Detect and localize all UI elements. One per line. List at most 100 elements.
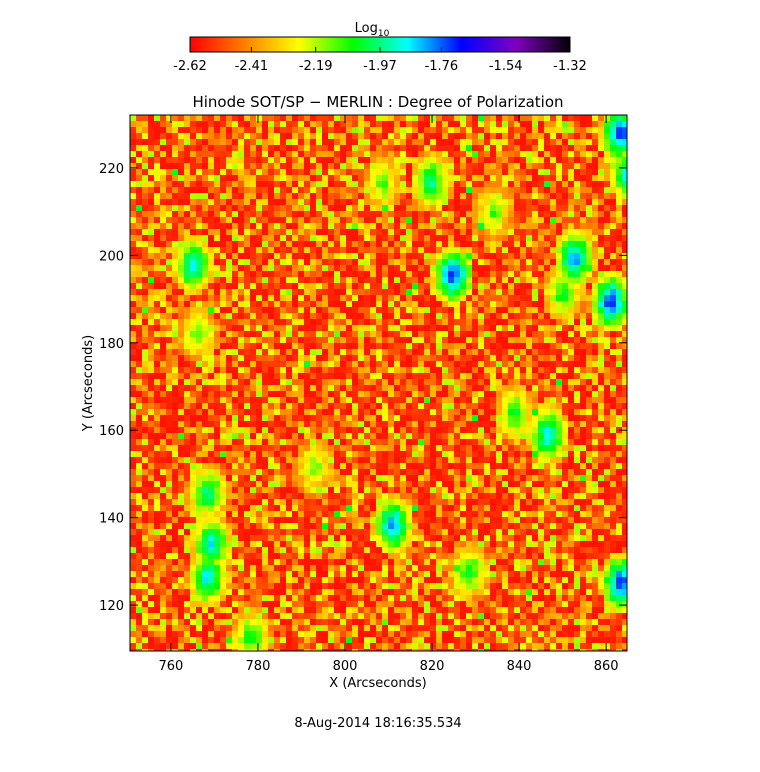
map-cell — [346, 187, 352, 193]
map-cell — [358, 205, 364, 211]
map-cell — [574, 385, 580, 391]
map-cell — [376, 349, 382, 355]
map-cell — [154, 133, 160, 139]
map-cell — [622, 175, 627, 181]
map-cell — [226, 439, 232, 445]
map-cell — [364, 211, 370, 217]
map-cell — [334, 121, 340, 127]
map-cell — [316, 463, 322, 469]
map-cell — [514, 271, 520, 277]
map-cell — [166, 115, 172, 121]
map-cell — [430, 355, 436, 361]
map-cell — [292, 145, 298, 151]
map-cell — [484, 163, 490, 169]
map-cell — [586, 403, 592, 409]
map-cell — [592, 313, 598, 319]
map-cell — [196, 121, 202, 127]
map-cell — [352, 301, 358, 307]
map-cell — [208, 205, 214, 211]
map-cell — [298, 373, 304, 379]
map-cell — [304, 427, 310, 433]
map-cell — [544, 265, 550, 271]
map-cell — [364, 373, 370, 379]
map-cell — [514, 247, 520, 253]
map-cell — [292, 193, 298, 199]
map-cell — [406, 235, 412, 241]
map-cell — [238, 259, 244, 265]
map-cell — [598, 445, 604, 451]
map-cell — [358, 223, 364, 229]
map-cell — [376, 469, 382, 475]
map-cell — [406, 415, 412, 421]
map-cell — [178, 415, 184, 421]
map-cell — [268, 277, 274, 283]
map-cell — [502, 199, 508, 205]
map-cell — [514, 451, 520, 457]
map-cell — [322, 199, 328, 205]
map-cell — [310, 163, 316, 169]
map-cell — [160, 277, 166, 283]
map-cell — [142, 121, 148, 127]
map-cell — [508, 235, 514, 241]
map-cell — [382, 445, 388, 451]
map-cell — [154, 121, 160, 127]
map-cell — [142, 229, 148, 235]
map-cell — [154, 217, 160, 223]
map-cell — [148, 259, 154, 265]
map-cell — [214, 415, 220, 421]
map-cell — [172, 139, 178, 145]
map-cell — [466, 439, 472, 445]
map-cell — [172, 289, 178, 295]
map-cell — [316, 469, 322, 475]
map-cell — [292, 427, 298, 433]
map-cell — [184, 337, 190, 343]
map-cell — [418, 319, 424, 325]
map-cell — [298, 379, 304, 385]
map-cell — [250, 223, 256, 229]
map-cell — [232, 391, 238, 397]
map-cell — [580, 313, 586, 319]
map-cell — [328, 133, 334, 139]
map-cell — [304, 355, 310, 361]
map-cell — [346, 379, 352, 385]
map-cell — [586, 127, 592, 133]
map-cell — [166, 361, 172, 367]
map-cell — [172, 163, 178, 169]
map-cell — [190, 265, 196, 271]
map-cell — [286, 307, 292, 313]
map-cell — [430, 325, 436, 331]
map-cell — [148, 475, 154, 481]
map-cell — [532, 235, 538, 241]
map-cell — [220, 427, 226, 433]
map-cell — [490, 241, 496, 247]
map-cell — [406, 307, 412, 313]
map-cell — [280, 193, 286, 199]
map-cell — [142, 439, 148, 445]
map-cell — [244, 433, 250, 439]
map-cell — [412, 253, 418, 259]
map-cell — [268, 331, 274, 337]
map-cell — [604, 205, 610, 211]
map-cell — [406, 367, 412, 373]
map-cell — [376, 217, 382, 223]
map-cell — [286, 223, 292, 229]
map-cell — [460, 259, 466, 265]
map-cell — [562, 361, 568, 367]
map-cell — [478, 151, 484, 157]
map-cell — [616, 229, 622, 235]
map-cell — [388, 373, 394, 379]
map-cell — [436, 115, 442, 121]
map-cell — [406, 241, 412, 247]
map-cell — [526, 385, 532, 391]
map-cell — [238, 277, 244, 283]
map-cell — [238, 187, 244, 193]
map-cell — [478, 163, 484, 169]
map-cell — [160, 361, 166, 367]
map-cell — [418, 343, 424, 349]
map-cell — [130, 475, 136, 481]
map-cell — [532, 463, 538, 469]
map-cell — [202, 157, 208, 163]
map-cell — [262, 151, 268, 157]
map-cell — [604, 295, 610, 301]
map-cell — [166, 463, 172, 469]
